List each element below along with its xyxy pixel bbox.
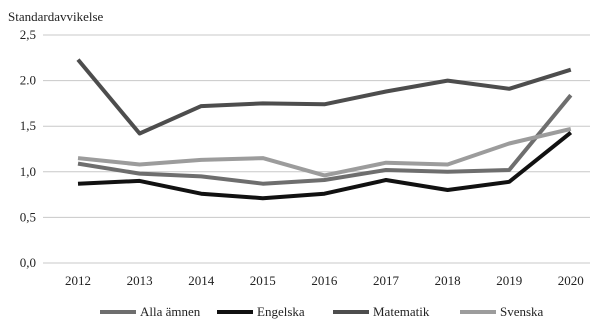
y-tick-label: 0,0 (20, 255, 36, 270)
y-tick-label: 2,5 (20, 27, 36, 42)
legend: Alla ämnen Engelska Matematik Svenska (100, 304, 544, 319)
y-tick-label: 1,5 (20, 118, 36, 133)
x-tick-label: 2017 (373, 273, 400, 288)
x-tick-labels: 2012 2013 2014 2015 2016 2017 2018 2019 2020 (65, 273, 584, 288)
x-tick-label: 2015 (250, 273, 276, 288)
y-tick-label: 2.0 (20, 73, 36, 88)
series-line-engelska (77, 131, 573, 201)
x-tick-label: 2016 (311, 273, 338, 288)
x-tick-label: 2012 (65, 273, 91, 288)
y-tick-label: 1,0 (20, 164, 36, 179)
x-tick-label: 2014 (188, 273, 215, 288)
legend-label: Engelska (257, 304, 305, 319)
x-tick-label: 2018 (435, 273, 461, 288)
series-lines (76, 58, 573, 201)
series-line-matematik (76, 58, 572, 136)
series-line-alla-ämnen (77, 93, 573, 186)
x-tick-label: 2020 (558, 273, 584, 288)
y-axis-title: Standardavvikelse (8, 9, 104, 24)
x-tick-label: 2013 (127, 273, 153, 288)
gridlines (43, 34, 590, 264)
series-line-svenska (77, 126, 572, 178)
legend-label: Alla ämnen (140, 304, 201, 319)
y-tick-labels: 0,0 0,5 1,0 1,5 2.0 2,5 (20, 27, 36, 270)
x-tick-label: 2019 (496, 273, 522, 288)
legend-label: Matematik (373, 304, 430, 319)
y-tick-label: 0,5 (20, 209, 36, 224)
legend-label: Svenska (500, 304, 544, 319)
